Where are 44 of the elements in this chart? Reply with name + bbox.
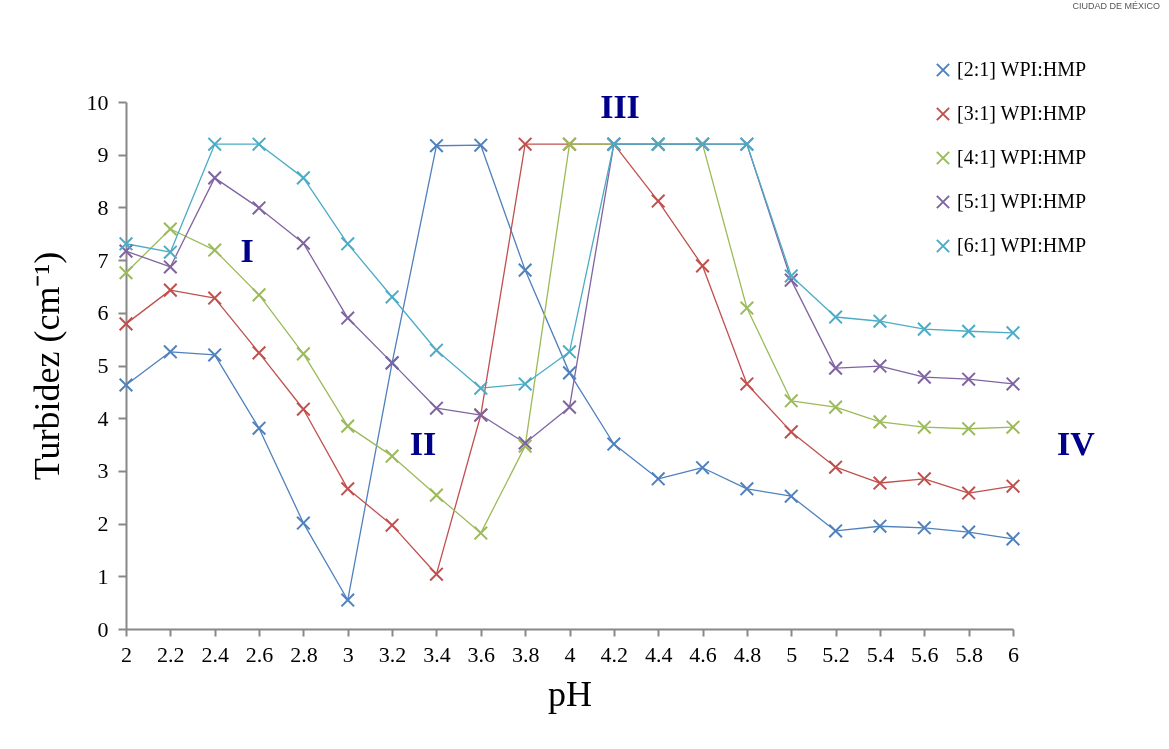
- x-axis-title: pH: [548, 673, 592, 714]
- x-tick-label: 4.4: [644, 641, 673, 667]
- x-tick-label: 5.8: [955, 641, 983, 667]
- y-axis-title: Turbidez (cm⁻¹): [26, 251, 67, 481]
- x-tick-label: 4.6: [689, 641, 717, 667]
- y-tick-label: 0: [97, 616, 109, 642]
- x-tick-label: 4.8: [733, 641, 762, 667]
- y-tick-label: 4: [97, 405, 109, 431]
- x-tick-label: 3.6: [467, 641, 496, 667]
- x-tick-label: 2: [121, 641, 132, 667]
- text: CIUDAD DE MÉXICO: [1072, 1, 1160, 11]
- x-tick-label: 6: [1008, 641, 1019, 667]
- x-tick-label: 4: [564, 641, 576, 667]
- y-tick-label: 9: [97, 142, 109, 168]
- legend-label: [4:1] WPI:HMP: [957, 146, 1087, 168]
- legend-label: [3:1] WPI:HMP: [957, 102, 1087, 124]
- y-tick-label: 10: [86, 89, 109, 115]
- x-tick-label: 5.4: [866, 641, 895, 667]
- annotation: III: [600, 88, 640, 125]
- y-tick-label: 3: [97, 458, 109, 484]
- legend-label: [5:1] WPI:HMP: [957, 190, 1087, 212]
- legend-label: [6:1] WPI:HMP: [957, 234, 1087, 256]
- x-tick-label: 5.6: [911, 641, 939, 667]
- x-tick-label: 3.8: [511, 641, 540, 667]
- x-tick-label: 5: [786, 641, 798, 667]
- x-tick-label: 2.4: [201, 641, 229, 667]
- y-tick-label: 6: [97, 300, 109, 326]
- x-tick-label: 3.4: [423, 641, 451, 667]
- legend-label: [2:1] WPI:HMP: [957, 58, 1087, 80]
- text: IV: [1057, 425, 1096, 462]
- x-tick-label: 4.2: [600, 641, 629, 667]
- x-tick-label: 2.8: [290, 641, 318, 667]
- y-tick-label: 5: [97, 353, 109, 378]
- x-tick-label: 5.2: [822, 641, 850, 667]
- annotation: II: [409, 425, 437, 462]
- y-tick-label: 7: [97, 247, 109, 273]
- x-tick-label: 3: [342, 641, 354, 667]
- y-tick-label: 8: [97, 194, 109, 220]
- x-tick-label: 2.6: [245, 641, 274, 667]
- y-tick-label: 2: [97, 511, 109, 537]
- x-tick-label: 2.2: [157, 641, 185, 667]
- y-tick-label: 1: [97, 563, 109, 589]
- annotation: I: [240, 232, 254, 269]
- x-tick-label: 3.2: [378, 641, 407, 667]
